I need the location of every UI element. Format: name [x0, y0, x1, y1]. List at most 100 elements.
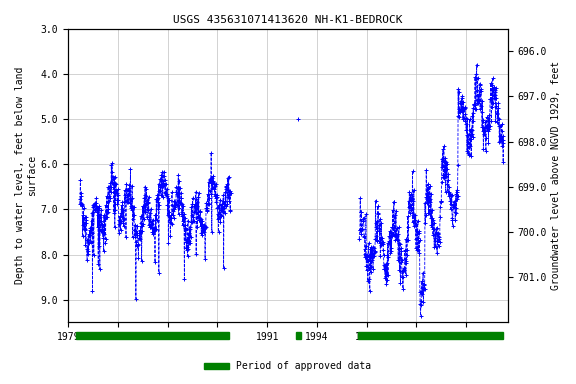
Point: [207, 191, 216, 197]
Point: [411, 245, 420, 251]
Point: [103, 209, 112, 215]
Point: [87, 230, 96, 236]
Point: [496, 137, 505, 144]
Point: [483, 115, 492, 121]
Point: [83, 246, 92, 252]
Point: [494, 115, 503, 121]
Point: [393, 237, 402, 243]
Point: [166, 233, 175, 239]
Point: [93, 212, 103, 218]
Point: [113, 201, 122, 207]
Point: [356, 227, 365, 233]
Point: [358, 226, 367, 232]
Point: [475, 91, 484, 97]
Point: [365, 276, 374, 282]
Point: [169, 206, 179, 212]
Point: [189, 218, 198, 224]
Point: [442, 161, 452, 167]
Point: [116, 227, 125, 233]
Point: [110, 174, 119, 180]
Point: [172, 191, 181, 197]
Point: [202, 200, 211, 206]
Point: [447, 201, 456, 207]
Point: [99, 248, 108, 254]
Point: [364, 240, 373, 246]
Point: [393, 237, 402, 243]
Point: [149, 227, 158, 233]
Point: [440, 175, 449, 181]
Point: [164, 195, 173, 202]
Point: [115, 213, 124, 219]
Point: [369, 245, 378, 252]
Point: [131, 238, 141, 245]
Point: [380, 266, 389, 272]
Point: [151, 226, 161, 232]
Point: [92, 209, 101, 215]
Point: [225, 187, 234, 194]
Point: [486, 96, 495, 103]
Point: [153, 199, 162, 205]
Point: [199, 226, 209, 232]
Point: [211, 180, 220, 187]
Point: [470, 102, 479, 108]
Point: [389, 199, 399, 205]
Point: [395, 246, 404, 252]
Point: [386, 230, 395, 236]
Point: [190, 203, 199, 209]
Point: [418, 285, 427, 291]
Point: [113, 192, 123, 199]
Point: [390, 230, 399, 237]
Point: [183, 247, 192, 253]
Point: [409, 187, 418, 193]
Point: [408, 198, 418, 204]
Point: [116, 218, 126, 225]
Point: [420, 281, 429, 288]
Point: [465, 136, 475, 142]
Point: [479, 131, 488, 137]
Point: [101, 202, 111, 208]
Point: [188, 214, 198, 220]
Point: [401, 236, 411, 242]
Point: [190, 204, 199, 210]
Point: [166, 212, 176, 218]
Point: [178, 200, 187, 207]
Point: [402, 258, 411, 264]
Point: [400, 247, 409, 253]
Point: [495, 133, 504, 139]
Point: [203, 200, 213, 207]
Point: [445, 191, 454, 197]
Point: [147, 225, 156, 231]
Point: [125, 182, 134, 188]
Point: [420, 200, 430, 206]
Point: [169, 203, 179, 209]
Point: [146, 224, 155, 230]
Point: [470, 102, 479, 108]
Point: [150, 227, 160, 233]
Point: [478, 124, 487, 131]
Point: [104, 199, 113, 205]
Point: [90, 205, 99, 212]
Point: [440, 158, 449, 164]
Point: [456, 100, 465, 106]
Point: [108, 175, 118, 182]
Point: [88, 210, 97, 216]
Point: [483, 118, 492, 124]
Point: [492, 103, 501, 109]
Point: [134, 235, 143, 242]
Point: [136, 223, 145, 229]
Point: [395, 267, 404, 273]
Point: [479, 146, 488, 152]
Point: [401, 272, 411, 278]
Point: [472, 99, 482, 106]
Point: [410, 217, 419, 223]
Point: [376, 235, 385, 242]
Point: [483, 127, 492, 134]
Point: [497, 128, 506, 134]
Point: [427, 207, 437, 214]
Point: [423, 185, 433, 191]
Point: [419, 286, 429, 292]
Point: [133, 230, 142, 236]
Point: [214, 229, 223, 235]
Point: [192, 199, 202, 205]
Point: [390, 232, 399, 238]
